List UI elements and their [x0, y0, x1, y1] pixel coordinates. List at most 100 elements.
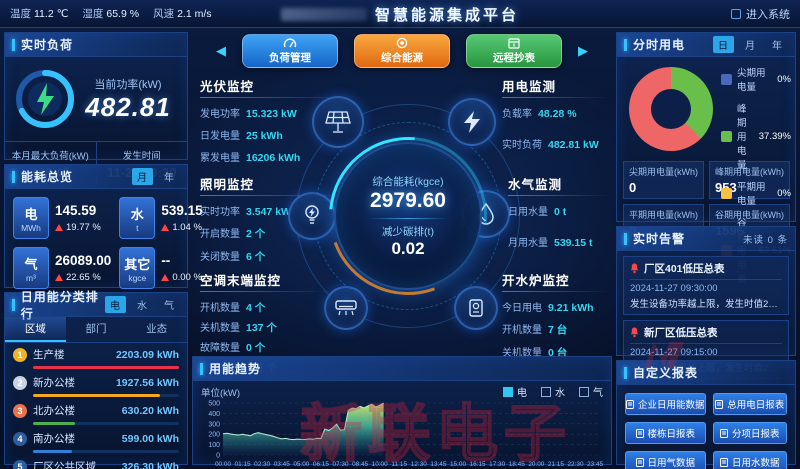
energy-tile-other: 其它 kgce -- 0.00 % [119, 247, 202, 289]
svg-text:02:30: 02:30 [254, 461, 270, 468]
header-accent-bar [200, 362, 203, 375]
trend-chart: 0 100 200 300 400 500 00:00 01:15 02:30 03:45 05:0… [193, 399, 611, 469]
nav-left-arrow[interactable]: ◀ [216, 43, 226, 58]
integrated-energy-button[interactable]: 综合能源 [354, 34, 450, 68]
other-type-icon: 其它 kgce [119, 247, 156, 289]
report-doc-icon [720, 457, 728, 467]
report-button-total-electric[interactable]: 总用电日报表 [712, 393, 787, 415]
rank-badge: 3 [13, 403, 27, 418]
legend-water[interactable]: 水 [541, 384, 565, 399]
header-accent-bar [12, 170, 15, 183]
ranking-row: 3 北办公楼 630.20 kWh [5, 399, 187, 427]
ranking-toggle-gas[interactable]: 气 [164, 301, 175, 312]
unread-count: 未读 0 条 [742, 234, 788, 246]
pv-monitor-block: 光伏监控 发电功率 15.323 kW 日发电量 25 kWh 累发电量 16206 … [200, 76, 350, 171]
electric-type-icon: 电 MWh [13, 197, 49, 239]
time-of-use-panel: 分时用电 日 月 年 尖期用电量 0% 峰期用电量 37.39% 平期用电量 0% [616, 32, 796, 285]
header-accent-bar [624, 38, 627, 51]
energy-tile-electric: 电 MWh 145.59 19.77 % [13, 197, 111, 239]
ranking-row: 1 生产楼 2203.09 kWh [5, 343, 187, 371]
energy-overview-header: 能耗总览 月 年 [5, 165, 187, 189]
report-doc-icon [635, 428, 644, 438]
brand: 智慧能源集成平台 [280, 0, 519, 28]
energy-badge-icon [396, 37, 408, 49]
svg-text:100: 100 [208, 442, 220, 449]
up-arrow-icon [55, 274, 63, 281]
composite-energy-label: 综合能耗(kgce) [372, 175, 444, 188]
report-button-daily-water[interactable]: 日用水数据 [712, 451, 787, 469]
svg-text:500: 500 [208, 401, 220, 408]
header-accent-bar [12, 38, 15, 51]
current-power-label: 当前功率(kW) [94, 78, 162, 91]
svg-text:03:45: 03:45 [274, 461, 290, 468]
svg-text:13:45: 13:45 [430, 461, 446, 468]
air-conditioner-icon [324, 286, 368, 330]
tou-toggle-month[interactable]: 月 [745, 41, 756, 52]
svg-text:23:45: 23:45 [587, 461, 603, 468]
tou-donut-chart [629, 67, 713, 151]
toggle-year[interactable]: 年 [164, 173, 175, 184]
report-button-daily-gas[interactable]: 日用气数据 [625, 451, 706, 469]
header-accent-bar [624, 232, 627, 245]
legend-gas[interactable]: 气 [579, 384, 603, 399]
tou-header: 分时用电 日 月 年 [617, 33, 795, 57]
header-accent-bar [12, 298, 15, 311]
energy-trend-panel: 用能趋势 单位(kW) 电 水 气 0 100 200 300 400 500 00:00 0… [192, 356, 612, 468]
ranking-toggle-water[interactable]: 水 [137, 301, 148, 312]
svg-text:0: 0 [216, 453, 220, 460]
rank-badge: 2 [13, 375, 27, 390]
alarm-bell-icon [630, 263, 639, 274]
tou-toggle-year[interactable]: 年 [772, 41, 783, 52]
report-button-building-daily[interactable]: 楼栋日报表 [625, 422, 706, 444]
power-monitor-block: 用电监测 负载率 48.28 % 实时负荷 482.81 kW [502, 76, 608, 167]
up-arrow-icon [55, 224, 63, 231]
report-doc-icon [720, 428, 728, 438]
up-arrow-icon [161, 224, 170, 231]
report-button-daily-energy[interactable]: 企业日用能数据 [625, 393, 706, 415]
realtime-load-panel: 实时负荷 当前功率(kW) 482.81 本月最大负荷(kW) 458.45 发… [4, 32, 188, 186]
legend-swatch [721, 130, 732, 142]
tab-region[interactable]: 区域 [5, 317, 66, 342]
checkbox-icon [579, 386, 589, 397]
ranking-list: 1 生产楼 2203.09 kWh 2 新办公楼 1927.56 kWh 3 北… [5, 343, 187, 469]
report-button-subitem-daily[interactable]: 分项日报表 [712, 422, 787, 444]
nav-right-arrow[interactable]: ▶ [578, 43, 588, 58]
svg-text:16:15: 16:15 [470, 461, 486, 468]
svg-text:11:15: 11:15 [391, 461, 407, 468]
energy-tile-gas: 气 m³ 26089.00 22.65 % [13, 247, 111, 289]
boiler-monitor-block: 开水炉监控 今日用电 9.21 kWh 开机数量 7 台 关机数量 0 台 [502, 270, 608, 367]
tab-department[interactable]: 部门 [85, 323, 107, 335]
remote-meter-button[interactable]: 远程抄表 [466, 34, 562, 68]
tab-category[interactable]: 业态 [146, 323, 168, 335]
legend-item: 尖期用电量 0% [721, 65, 791, 93]
header-accent-bar [624, 366, 627, 379]
ranking-row: 2 新办公楼 1927.56 kWh [5, 371, 187, 399]
water-monitor-block: 水气监测 日用水量 0 t 月用水量 539.15 t [508, 174, 608, 265]
svg-text:05:00: 05:00 [293, 461, 309, 468]
svg-text:300: 300 [208, 421, 220, 428]
svg-text:06:15: 06:15 [313, 461, 329, 468]
toggle-month[interactable]: 月 [132, 168, 153, 185]
wind-readout: 风速 2.1 m/s [153, 8, 212, 20]
alarm-item[interactable]: 厂区401低压总表 2024-11-27 09:30:00 发生设备功率越上限，… [623, 256, 789, 315]
svg-text:00:00: 00:00 [215, 461, 231, 468]
tou-toggle-day[interactable]: 日 [713, 36, 734, 53]
report-doc-icon [635, 457, 644, 467]
trend-header: 用能趋势 [193, 357, 611, 381]
custom-reports-panel: 自定义报表 企业日用能数据 总用电日报表 楼栋日报表 分项日报表 日用气数据 日… [616, 360, 796, 469]
checkbox-icon [541, 386, 551, 397]
svg-text:15:00: 15:00 [450, 461, 466, 468]
load-management-button[interactable]: 负荷管理 [242, 34, 338, 68]
rank-bar [33, 450, 73, 453]
legend-electric[interactable]: 电 [503, 384, 527, 399]
meter-calendar-icon [508, 38, 520, 49]
humidity-readout: 湿度 65.9 % [82, 8, 140, 20]
enter-system-button[interactable]: 进入系统 [731, 6, 790, 22]
composite-energy-circle: 综合能耗(kgce) 2979.60 减少碳排(t) 0.02 [334, 142, 482, 290]
ranking-toggle-electric[interactable]: 电 [105, 296, 126, 313]
report-doc-icon [715, 399, 724, 409]
center-nav-row: ◀ 负荷管理 综合能源 远程抄表 ▶ [192, 32, 612, 70]
legend-item: 峰期用电量 37.39% [721, 101, 791, 171]
up-arrow-icon [161, 274, 170, 281]
